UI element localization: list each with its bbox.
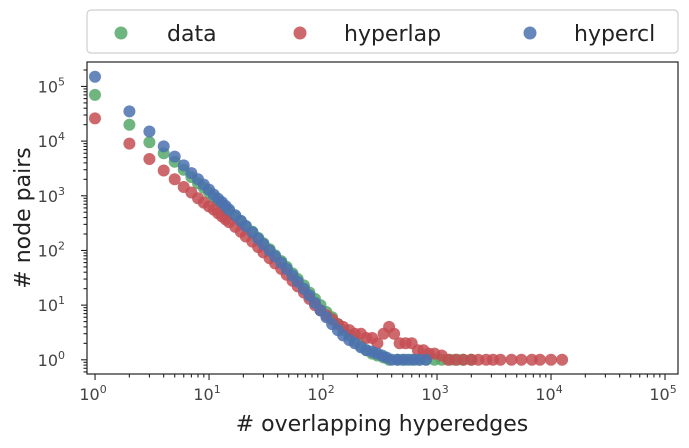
legend-box [86,9,679,54]
data-points [89,70,569,366]
y-axis-label: # node pairs [11,147,36,288]
legend-marker-data [114,26,128,40]
legend-marker-hyperlap [293,26,307,40]
legend-marker-hypercl [523,26,537,40]
data-point [157,140,170,153]
x-tick-label: 104 [535,383,562,404]
data-point [123,105,136,118]
axis-ticks: 100 101 102 103 104 105 100 101 102 103 104 105 [38,69,677,404]
legend-label-hypercl: hypercl [574,22,655,47]
x-tick-label: 105 [649,383,676,404]
data-point [143,125,156,138]
data-point [143,136,156,149]
data-point [89,112,101,125]
data-point [123,137,136,150]
data-point [388,327,401,340]
data-point [420,353,432,366]
x-axis-label: # overlapping hyperedges [236,412,529,437]
data-point [89,88,101,101]
x-tick-label: 103 [421,383,448,404]
data-point [89,70,101,83]
data-point [157,164,170,177]
y-tick-label: 103 [38,185,65,206]
data-point [123,118,136,131]
plot-frame [86,61,679,375]
data-point [534,353,546,366]
y-tick-label: 101 [38,294,65,315]
data-point [494,353,507,366]
x-tick-label: 101 [193,383,220,404]
data-point [545,353,557,366]
data-point [168,150,181,163]
x-tick-label: 102 [307,383,334,404]
data-point [515,353,528,366]
data-point [505,353,518,366]
legend-label-data: data [167,22,217,47]
legend-label-hyperlap: hyperlap [344,22,441,47]
y-tick-label: 100 [38,349,65,370]
legend: data hyperlap hypercl [86,9,679,54]
data-point [168,173,181,186]
data-point [177,159,190,172]
y-tick-label: 102 [38,239,65,260]
y-tick-label: 104 [38,130,65,151]
data-point [556,353,569,366]
x-tick-label: 100 [79,383,106,404]
y-tick-label: 105 [38,75,65,96]
data-point [143,153,156,165]
series-hypercl [89,70,432,366]
